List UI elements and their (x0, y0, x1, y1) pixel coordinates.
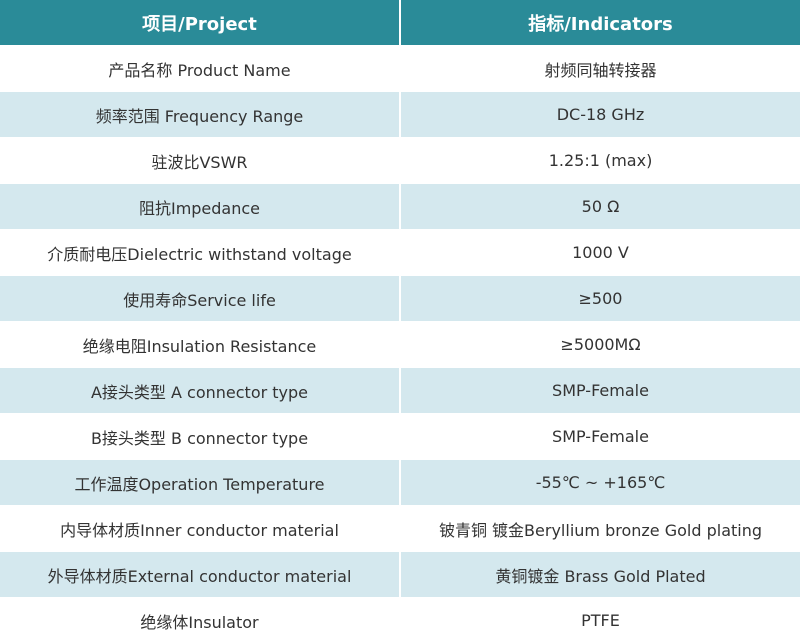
table-row: 产品名称 Product Name 射频同轴转接器 (0, 45, 800, 92)
table-cell: 1000 V (572, 243, 629, 262)
table-cell: B接头类型 B connector type (0, 413, 401, 460)
table-body: 产品名称 Product Name 射频同轴转接器频率范围 Frequency R… (0, 45, 800, 634)
table-row: 阻抗Impedance 50 Ω (0, 183, 800, 230)
table-cell: 频率范围 Frequency Range (0, 91, 401, 138)
table-row: 频率范围 Frequency Range DC-18 GHz (0, 91, 800, 138)
table-row: A接头类型 A connector type SMP-Female (0, 367, 800, 414)
table-cell: SMP-Female (552, 427, 649, 446)
table-cell: 1.25:1 (max) (548, 151, 653, 170)
header-cell: 项目/Project (0, 0, 401, 46)
table-cell: PTFE (581, 611, 620, 630)
table-cell: A接头类型 A connector type (0, 367, 401, 414)
table-cell: -55℃ ~ +165℃ (400, 459, 800, 506)
table-row: 驻波比VSWR 1.25:1 (max) (0, 137, 800, 184)
table-row: 使用寿命Service life ≥500 (0, 275, 800, 322)
table-row: 内导体材质Inner conductor material 铍青铜 镀金Beryl… (0, 505, 800, 552)
table-row: 介质耐电压Dielectric withstand voltage 1000 V (0, 229, 800, 276)
table-cell: 介质耐电压Dielectric withstand voltage (0, 229, 401, 276)
table-cell: 内导体材质Inner conductor material (0, 505, 401, 552)
table-cell: 射频同轴转接器 (544, 60, 657, 80)
table-cell: 产品名称 Product Name (0, 45, 401, 92)
table-head: 项目/Project 指标/Indicators (0, 0, 800, 46)
table-cell: 铍青铜 镀金Beryllium bronze Gold plating (438, 520, 763, 540)
table-row: 绝缘体Insulator PTFE (0, 597, 800, 634)
table-cell: 50 Ω (400, 183, 800, 230)
table-cell: DC-18 GHz (400, 91, 800, 138)
table-cell: 驻波比VSWR (0, 137, 401, 184)
table-row: 绝缘电阻Insulation Resistance ≥5000MΩ (0, 321, 800, 368)
table-cell: 绝缘体Insulator (0, 597, 401, 634)
table-cell: SMP-Female (400, 367, 800, 414)
header-cell: 指标/Indicators (400, 0, 800, 46)
table-cell: ≥500 (400, 275, 800, 322)
table-row: B接头类型 B connector type SMP-Female (0, 413, 800, 460)
table-row: 工作温度Operation Temperature -55℃ ~ +165℃ (0, 459, 800, 506)
table-cell: 黄铜镀金 Brass Gold Plated (400, 551, 800, 598)
table-cell: 阻抗Impedance (0, 183, 401, 230)
table-cell: 外导体材质External conductor material (0, 551, 401, 598)
table-cell: 绝缘电阻Insulation Resistance (0, 321, 401, 368)
header-row: 项目/Project 指标/Indicators (0, 0, 800, 46)
table-row: 外导体材质External conductor material 黄铜镀金 Bra… (0, 551, 800, 598)
table-cell: 使用寿命Service life (0, 275, 401, 322)
table-cell: 工作温度Operation Temperature (0, 459, 401, 506)
table-cell: ≥5000MΩ (560, 335, 641, 354)
